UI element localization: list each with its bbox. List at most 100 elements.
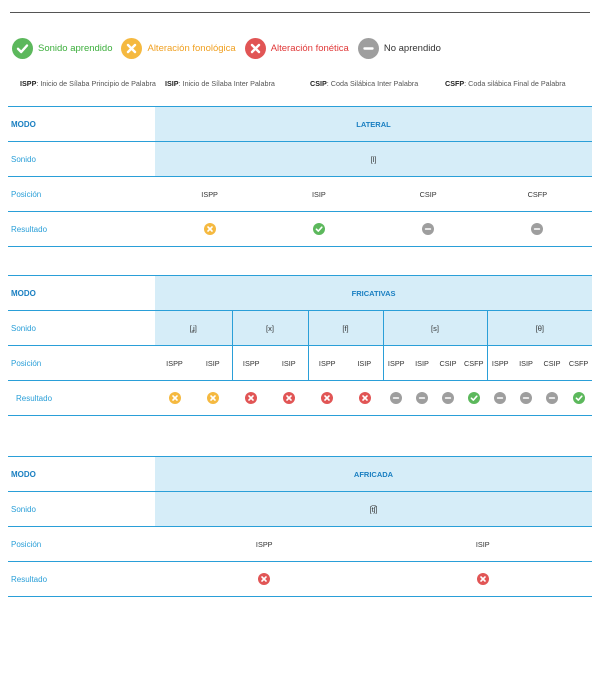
abbr-csip: CSIP: Coda Silábica Inter Palabra	[310, 78, 445, 90]
abbr-text: : Inicio de Sílaba Inter Palabra	[178, 79, 275, 88]
resultado-cell	[482, 211, 592, 247]
africada-table: MODO AFRICADA Sonido [t͡ʃ] Posición ISPP…	[8, 456, 592, 597]
abbr-ispp: ISPP: Inicio de Sílaba Principio de Pala…	[20, 78, 165, 90]
resultado-cell	[346, 380, 383, 416]
posicion-cell: ISIP	[264, 176, 374, 212]
table-row: Posición ISPP ISIP CSIP CSFP	[8, 176, 592, 212]
resultado-cell	[194, 380, 232, 416]
abbr-csfp: CSFP: Coda silábica Final de Palabra	[445, 78, 575, 90]
row-label-posicion: Posición	[8, 345, 155, 381]
check-icon	[312, 223, 325, 235]
posicion-cell: CSIP	[373, 176, 483, 212]
row-label-modo: MODO	[8, 275, 155, 311]
resultado-cell	[308, 380, 346, 416]
legend-label: Alteración fonológica	[147, 42, 236, 54]
posicion-cell: ISPP	[155, 345, 194, 381]
posicion-cell: ISPP	[155, 176, 265, 212]
minus-icon	[520, 392, 532, 404]
cross-icon	[358, 392, 371, 404]
resultado-cell	[373, 211, 483, 247]
resultado-cell	[264, 211, 374, 247]
minus-icon	[531, 223, 544, 235]
row-label-resultado: Resultado	[8, 561, 155, 597]
table-row: Resultado	[8, 561, 592, 597]
legend-label: Alteración fonética	[270, 42, 349, 54]
minus-icon	[422, 223, 435, 235]
legend-label: Sonido aprendido	[38, 42, 113, 54]
posicion-cell: ISIP	[270, 345, 308, 381]
resultado-cell	[513, 380, 539, 416]
cross-icon	[244, 37, 266, 59]
minus-icon	[546, 392, 558, 404]
row-label-posicion: Posición	[8, 526, 155, 562]
resultado-cell	[232, 380, 270, 416]
row-label-sonido: Sonido	[8, 141, 155, 177]
abbr-text: : Coda silábica Final de Palabra	[464, 79, 566, 88]
modo-header: FRICATIVAS	[155, 275, 593, 311]
legend-item-fonologica: Alteración fonológica	[121, 37, 236, 59]
row-label-sonido: Sonido	[8, 310, 155, 346]
modo-header: AFRICADA	[155, 456, 592, 492]
minus-icon	[494, 392, 506, 404]
cross-icon	[207, 392, 219, 404]
fricativas-table: MODO FRICATIVAS Sonido [ʝ] [x] [f] [s] […	[8, 275, 593, 416]
resultado-cell	[565, 380, 593, 416]
table-row: MODO AFRICADA	[8, 456, 592, 492]
row-label-modo: MODO	[8, 456, 155, 492]
table-row: Resultado	[8, 380, 593, 416]
table-row: Posición ISPP ISIP ISPP ISIP ISPP ISIP I…	[8, 345, 593, 381]
check-icon	[12, 37, 33, 59]
row-label-resultado: Resultado	[8, 211, 155, 247]
lateral-table: MODO LATERAL Sonido [l] Posición ISPP IS…	[8, 106, 592, 247]
cross-icon	[283, 392, 295, 404]
top-rule	[10, 12, 590, 13]
sonido-cell: [θ]	[486, 310, 593, 346]
posicion-cell: CSIP	[539, 345, 565, 381]
check-icon	[468, 392, 480, 404]
cross-icon	[258, 573, 271, 585]
cross-icon	[245, 392, 257, 404]
posicion-cell: ISPP	[231, 345, 270, 381]
minus-icon	[357, 37, 379, 59]
abbr-isip: ISIP: Inicio de Sílaba Inter Palabra	[165, 78, 310, 90]
table-row: Sonido [ʝ] [x] [f] [s] [θ]	[8, 310, 593, 346]
resultado-cell	[155, 561, 374, 597]
abbr-code: CSIP	[310, 79, 327, 88]
table-row: Sonido [t͡ʃ]	[8, 491, 592, 527]
resultado-cell	[435, 380, 461, 416]
posicion-cell: ISIP	[409, 345, 435, 381]
abbr-text: : Inicio de Sílaba Principio de Palabra	[36, 79, 156, 88]
posicion-cell: ISIP	[346, 345, 383, 381]
abbreviations: ISPP: Inicio de Sílaba Principio de Pala…	[20, 78, 590, 90]
resultado-cell	[409, 380, 435, 416]
sonido-cell: [f]	[307, 310, 383, 346]
row-label-posicion: Posición	[8, 176, 155, 212]
table-row: MODO FRICATIVAS	[8, 275, 593, 311]
sonido-cell: [l]	[155, 141, 592, 177]
abbr-text: : Coda Silábica Inter Palabra	[326, 79, 419, 88]
posicion-cell: CSFP	[482, 176, 592, 212]
minus-icon	[390, 392, 402, 404]
cross-icon	[476, 573, 489, 585]
posicion-cell: ISIP	[513, 345, 539, 381]
resultado-cell	[487, 380, 513, 416]
legend-label: No aprendido	[383, 42, 441, 54]
table-row: Posición ISPP ISIP	[8, 526, 592, 562]
minus-icon	[416, 392, 428, 404]
legend-item-fonetica: Alteración fonética	[244, 37, 349, 59]
resultado-cell	[461, 380, 487, 416]
sonido-cell: [x]	[231, 310, 308, 346]
posicion-cell: CSFP	[565, 345, 593, 381]
resultado-cell	[373, 561, 592, 597]
posicion-cell: ISPP	[155, 526, 374, 562]
abbr-code: CSFP	[445, 79, 465, 88]
abbr-code: ISPP	[20, 79, 37, 88]
resultado-cell	[155, 211, 265, 247]
sonido-cell: [s]	[382, 310, 487, 346]
legend-item-aprendido: Sonido aprendido	[12, 37, 113, 59]
resultado-cell	[155, 380, 194, 416]
resultado-cell	[539, 380, 565, 416]
resultado-cell	[270, 380, 308, 416]
row-label-sonido: Sonido	[8, 491, 155, 527]
cross-icon	[321, 392, 333, 404]
